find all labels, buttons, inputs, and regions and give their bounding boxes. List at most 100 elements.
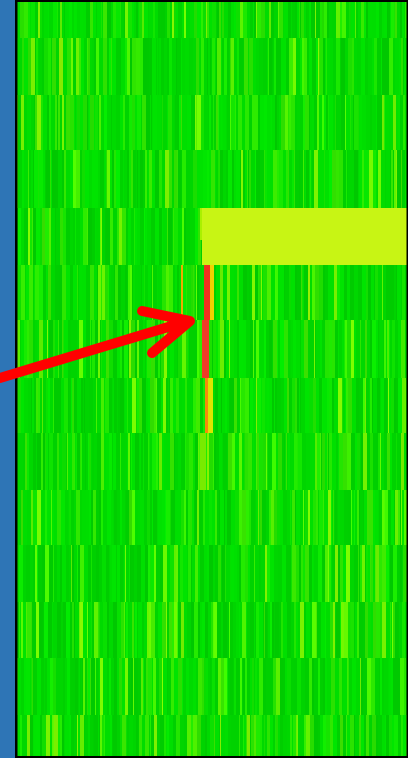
heatmap-cell [325,545,328,602]
heatmap-cell [384,490,385,545]
heatmap-cell [88,658,90,715]
heatmap-cell [194,265,195,320]
heatmap-cell [37,433,39,490]
heatmap-cell [127,433,128,490]
heatmap-cell [369,378,370,433]
heatmap-cell [146,208,147,265]
heatmap-cell [391,378,394,433]
heatmap-cell [127,150,129,208]
heatmap-cell [42,378,43,433]
heatmap-cell [328,490,331,545]
heatmap-cell [376,602,380,658]
heatmap-cell [76,433,77,490]
heatmap-cell [300,95,303,150]
heatmap-cell [281,378,284,433]
heatmap-cell [315,320,316,378]
heatmap-cell [141,265,142,320]
heatmap-cell [338,545,340,602]
heatmap-cell [149,38,152,95]
heatmap-cell [98,715,99,758]
heatmap-cell [254,545,255,602]
heatmap-cell [229,38,230,95]
heatmap-cell [75,658,78,715]
heatmap-cell [33,545,35,602]
heatmap-cell [143,658,144,715]
heatmap-cell [115,265,118,320]
heatmap-cell [359,602,363,658]
heatmap-cell [390,545,393,602]
heatmap-cell [57,433,59,490]
heatmap-cell [190,490,192,545]
heatmap-cell [110,208,113,265]
heatmap-cell [50,715,52,758]
heatmap-cell [221,545,222,602]
heatmap-cell [130,602,132,658]
heatmap-cell [258,95,260,150]
heatmap-cell [346,545,350,602]
heatmap-cell [303,545,305,602]
heatmap-cell [36,433,37,490]
heatmap-cell [335,658,339,715]
heatmap-cell [294,150,295,208]
heatmap-cell [164,433,166,490]
heatmap-cell [238,378,240,433]
heatmap-cell [214,433,216,490]
heatmap-cell [332,0,336,38]
heatmap-cell [290,715,292,758]
heatmap-cell [184,602,187,658]
heatmap-cell [90,715,93,758]
heatmap-cell [300,715,302,758]
heatmap-cell [309,0,310,38]
heatmap-cell [76,95,77,150]
heatmap-cell [76,150,80,208]
heatmap-cell [169,715,173,758]
heatmap-cell [68,378,69,433]
heatmap-cell [276,265,278,320]
heatmap-cell [195,95,196,150]
heatmap-cell [97,0,101,38]
heatmap-cell [326,602,330,658]
heatmap-cell [196,95,197,150]
heatmap-cell [209,95,211,150]
heatmap-cell [119,658,122,715]
heatmap-cell [168,95,172,150]
heatmap-cell [355,433,357,490]
heatmap-cell [341,95,345,150]
heatmap-cell [393,658,397,715]
heatmap-cell [203,0,206,38]
heatmap-cell [49,320,53,378]
heatmap-cell [241,150,243,208]
heatmap-cell [109,602,113,658]
heatmap-cell [142,378,146,433]
heatmap-cell [250,658,252,715]
heatmap-cell [167,658,168,715]
heatmap-cell [52,38,56,95]
heatmap-cell [155,208,159,265]
heatmap-cell [275,378,277,433]
heatmap-cell [181,150,182,208]
heatmap-cell [193,658,196,715]
heatmap-cell [30,545,33,602]
heatmap-cell [56,150,58,208]
heatmap-cell [45,490,47,545]
heatmap-cell [113,378,114,433]
heatmap-cell [182,658,183,715]
heatmap-cell [150,95,151,150]
heatmap-cell [367,320,370,378]
heatmap-cell [330,602,333,658]
heatmap-cell [18,38,22,95]
heatmap-cell [348,38,352,95]
heatmap-cell [76,0,77,38]
heatmap-cell [352,38,354,95]
heatmap-cell [351,490,352,545]
heatmap-cell [162,150,165,208]
heatmap-cell [53,658,56,715]
heatmap-cell [29,265,33,320]
heatmap-cell [77,433,80,490]
heatmap-cell [288,0,291,38]
heatmap-cell [111,658,114,715]
heatmap-cell [27,490,31,545]
heatmap-cell [80,715,84,758]
heatmap-cell [77,545,78,602]
heatmap-cell [253,433,254,490]
